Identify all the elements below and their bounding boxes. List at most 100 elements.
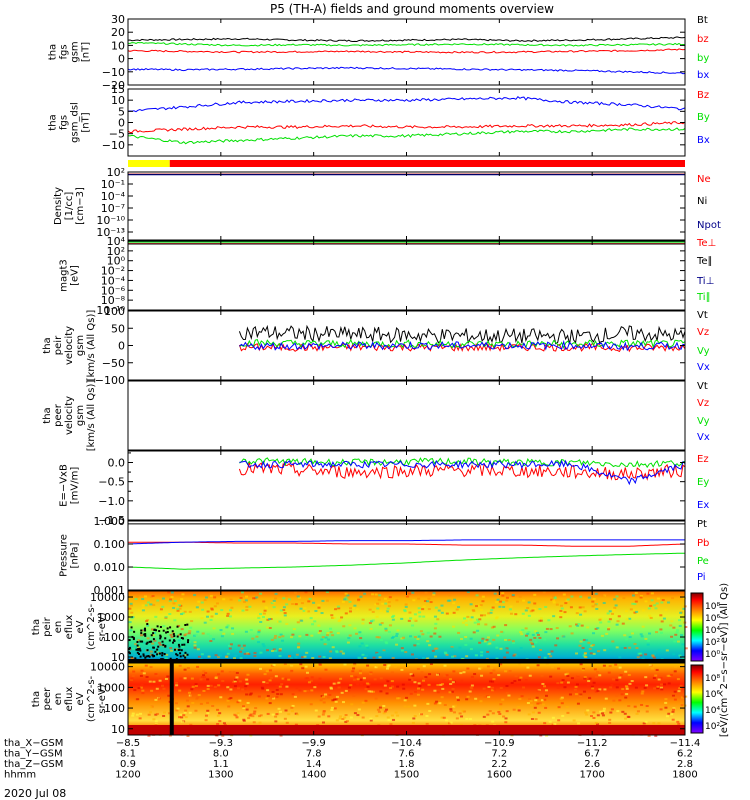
heatmap-pixel [164,645,167,648]
heatmap-pixel [146,649,149,652]
heatmap-pixel [278,620,282,623]
heatmap-pixel [297,596,301,599]
heatmap-pixel [402,687,406,690]
heatmap-pixel [143,633,146,636]
heatmap-pixel [448,678,452,681]
heatmap-pixel [290,636,294,639]
heatmap-pixel [348,600,352,603]
heatmap-pixel [539,619,543,622]
heatmap-pixel [417,687,421,690]
heatmap-pixel [142,641,146,644]
heatmap-pixel [248,693,252,696]
heatmap-pixel [290,710,294,713]
heatmap-pixel [276,693,280,696]
y-axis-label: peer [53,403,64,427]
heatmap-pixel [304,637,308,640]
heatmap-pixel [268,702,272,705]
heatmap-pixel [134,643,138,646]
heatmap-pixel [275,688,279,691]
heatmap-pixel [309,679,313,682]
heatmap-pixel [458,712,462,715]
heatmap-pixel [272,599,276,602]
y-axis-label: velocity [64,326,75,365]
heatmap-pixel [382,650,386,653]
heatmap-pixel [490,686,494,689]
heatmap-pixel [520,633,524,636]
heatmap-pixel [650,599,654,602]
heatmap-pixel [677,690,681,693]
heatmap-pixel [400,649,404,652]
heatmap-pixel [512,708,516,711]
heatmap-pixel [583,655,587,658]
heatmap-pixel [226,699,230,702]
heatmap-pixel [202,670,206,673]
heatmap-pixel [167,591,171,594]
heatmap-pixel [194,684,198,687]
heatmap-pixel [678,619,682,622]
heatmap-pixel [252,635,256,638]
heatmap-pixel [137,648,140,651]
heatmap-pixel [671,692,675,695]
heatmap-pixel [247,717,251,720]
heatmap-pixel [465,717,469,720]
heatmap-pixel [278,648,282,651]
heatmap-pixel [308,597,312,600]
heatmap-pixel [502,605,506,608]
heatmap-pixel [615,595,619,598]
heatmap-pixel [327,680,331,683]
heatmap-pixel [680,634,684,637]
heatmap-pixel [504,648,508,651]
heatmap-pixel [136,698,140,701]
heatmap-pixel [151,642,155,645]
heatmap-pixel [653,604,657,607]
heatmap-pixel [485,638,489,641]
series-line-Ey [239,457,686,469]
heatmap-pixel [405,696,409,699]
y-axis-label: peir [42,616,53,636]
heatmap-pixel [647,607,651,610]
heatmap-pixel [181,643,184,646]
heatmap-pixel [536,664,540,667]
heatmap-pixel [253,651,257,654]
heatmap-pixel [570,677,574,680]
heatmap-pixel [492,688,496,691]
heatmap-pixel [216,708,220,711]
y-axis-label: en [53,693,64,706]
heatmap-pixel [131,675,135,678]
heatmap-pixel [504,624,508,627]
heatmap-pixel [231,632,235,635]
heatmap-pixel [411,653,415,656]
heatmap-pixel [272,606,276,609]
heatmap-pixel [136,651,139,654]
heatmap-pixel [512,654,516,657]
heatmap-pixel [408,611,412,614]
heatmap-pixel [355,632,359,635]
heatmap-pixel [449,682,453,685]
heatmap-pixel [655,602,659,605]
heatmap-pixel [591,643,595,646]
heatmap-pixel [257,695,261,698]
heatmap-pixel [334,700,338,703]
heatmap-pixel [361,618,365,621]
heatmap-pixel [298,635,302,638]
heatmap-pixel [656,685,660,688]
heatmap-pixel [645,710,649,713]
heatmap-pixel [572,719,576,722]
heatmap-pixel [667,682,671,685]
heatmap-pixel [191,685,195,688]
heatmap-pixel [270,696,274,699]
series-line-by [128,41,686,47]
heatmap-pixel [154,673,158,676]
heatmap-pixel [413,714,417,717]
heatmap-pixel [339,650,343,653]
heatmap-pixel [251,637,255,640]
y-axis-label: tha [48,114,59,130]
heatmap-data-gap [169,663,174,735]
heatmap-pixel [676,678,680,681]
heatmap-pixel [272,663,276,666]
heatmap-pixel [453,655,457,658]
series-line-Bx [127,95,686,113]
heatmap-pixel [621,688,625,691]
colorbar-tick-label: 10⁶ [705,614,720,624]
